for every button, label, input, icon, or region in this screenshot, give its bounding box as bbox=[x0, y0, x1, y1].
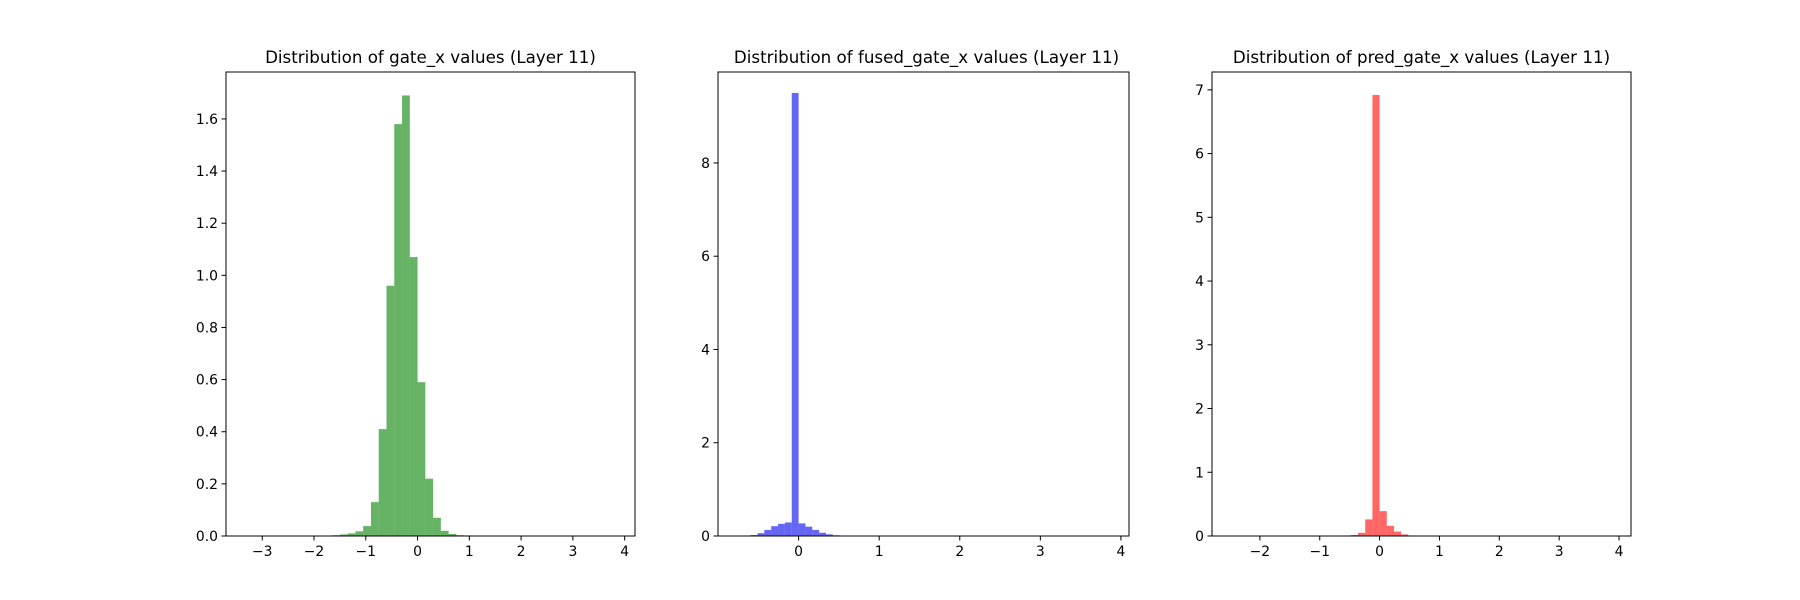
y-tick-label: 6 bbox=[701, 249, 710, 265]
y-tick-label: 0.0 bbox=[196, 529, 218, 545]
y-tick-label: 2 bbox=[701, 436, 710, 452]
x-tick-label: 0 bbox=[794, 544, 803, 560]
histogram-bars bbox=[743, 92, 861, 536]
x-tick-label: 2 bbox=[1495, 544, 1504, 560]
x-tick-label: 4 bbox=[1615, 544, 1624, 560]
axis-ticks: 0 1 2 3 4 0 2 4 6 8 bbox=[701, 156, 1125, 560]
y-tick-label: 0.2 bbox=[196, 477, 218, 493]
plot-frame bbox=[1211, 71, 1632, 537]
y-tick-label: 8 bbox=[701, 156, 710, 172]
y-tick-label: 4 bbox=[1195, 274, 1204, 290]
x-tick-label: 0 bbox=[1375, 544, 1384, 560]
y-tick-label: 0.8 bbox=[196, 320, 218, 336]
histogram-bar bbox=[433, 517, 441, 536]
chart-title: Distribution of fused_gate_x values (Lay… bbox=[734, 47, 1119, 68]
histogram-bar bbox=[778, 523, 785, 536]
histogram-bars bbox=[332, 95, 465, 537]
histogram-bar bbox=[1393, 531, 1402, 536]
histogram-bar bbox=[347, 533, 356, 536]
x-tick-label: −1 bbox=[1310, 544, 1330, 560]
y-tick-label: 6 bbox=[1195, 147, 1204, 163]
y-tick-label: 1.4 bbox=[196, 164, 218, 180]
y-tick-label: 0 bbox=[1195, 529, 1204, 545]
histogram-bar bbox=[378, 429, 387, 536]
x-tick-label: 3 bbox=[1555, 544, 1564, 560]
y-tick-label: 0 bbox=[701, 529, 710, 545]
y-tick-label: 1 bbox=[1195, 465, 1204, 481]
x-tick-label: 2 bbox=[955, 544, 964, 560]
x-tick-label: 1 bbox=[465, 544, 474, 560]
histogram-bars bbox=[1343, 94, 1423, 536]
histogram-bar bbox=[409, 257, 418, 536]
axis-ticks: −3 −2 −1 0 1 2 3 4 0.0 0.2 0.4 0.6 0.8 1.0 1.2 1.4 1.6 bbox=[196, 112, 629, 560]
y-tick-label: 1.0 bbox=[196, 268, 218, 284]
x-tick-label: −2 bbox=[304, 544, 324, 560]
plot-frame bbox=[717, 71, 1130, 537]
plot-frame bbox=[225, 71, 636, 537]
x-tick-label: 4 bbox=[1117, 544, 1126, 560]
histogram-bar bbox=[819, 532, 826, 536]
histogram-bar bbox=[825, 534, 833, 536]
y-tick-label: 2 bbox=[1195, 402, 1204, 418]
x-tick-label: 3 bbox=[1036, 544, 1045, 560]
x-tick-label: −1 bbox=[356, 544, 376, 560]
subplot-pred-gate-x: Distribution of pred_gate_x values (Laye… bbox=[1195, 47, 1632, 560]
histogram-bar bbox=[1372, 94, 1380, 536]
histogram-bar bbox=[440, 530, 449, 536]
histogram-bar bbox=[1386, 525, 1394, 536]
x-tick-label: −3 bbox=[252, 544, 272, 560]
histogram-bar bbox=[798, 523, 806, 536]
histogram-bar bbox=[402, 95, 410, 537]
histogram-bar bbox=[363, 526, 371, 536]
histogram-bar bbox=[370, 502, 379, 536]
histogram-bar bbox=[757, 533, 765, 536]
y-tick-label: 0.4 bbox=[196, 425, 218, 441]
histogram-bar bbox=[394, 124, 403, 536]
histogram-bar bbox=[805, 526, 813, 536]
y-tick-label: 7 bbox=[1195, 83, 1204, 99]
y-tick-label: 1.2 bbox=[196, 216, 218, 232]
subplot-gate-x: Distribution of gate_x values (Layer 11)… bbox=[196, 47, 636, 560]
histogram-bar bbox=[1401, 534, 1409, 536]
x-tick-label: 2 bbox=[517, 544, 526, 560]
histogram-bar bbox=[339, 534, 348, 536]
histogram-bar bbox=[417, 382, 426, 536]
histogram-bar bbox=[812, 529, 820, 536]
histogram-bar bbox=[771, 526, 779, 536]
histogram-bar bbox=[1379, 511, 1387, 536]
histogram-bar bbox=[425, 478, 434, 536]
histogram-bar bbox=[448, 533, 457, 536]
y-tick-label: 3 bbox=[1195, 338, 1204, 354]
histogram-bar bbox=[784, 522, 792, 536]
x-tick-label: 1 bbox=[875, 544, 884, 560]
x-tick-label: 0 bbox=[413, 544, 422, 560]
x-tick-label: −2 bbox=[1250, 544, 1270, 560]
histogram-bar bbox=[791, 92, 799, 536]
x-tick-label: 4 bbox=[620, 544, 629, 560]
chart-title: Distribution of gate_x values (Layer 11) bbox=[265, 47, 596, 68]
axis-ticks: −2 −1 0 1 2 3 4 0 1 2 3 4 5 6 7 bbox=[1195, 83, 1623, 560]
y-tick-label: 4 bbox=[701, 342, 710, 358]
chart-title: Distribution of pred_gate_x values (Laye… bbox=[1233, 47, 1610, 68]
histogram-bar bbox=[386, 285, 395, 536]
y-tick-label: 0.6 bbox=[196, 373, 218, 389]
x-tick-label: 1 bbox=[1435, 544, 1444, 560]
x-tick-label: 3 bbox=[568, 544, 577, 560]
y-tick-label: 5 bbox=[1195, 210, 1204, 226]
histogram-bar bbox=[764, 529, 772, 536]
y-tick-label: 1.6 bbox=[196, 112, 218, 128]
histogram-bar bbox=[1365, 519, 1373, 536]
histogram-bar bbox=[355, 531, 364, 536]
histogram-bar bbox=[1358, 532, 1366, 536]
subplot-fused-gate-x: Distribution of fused_gate_x values (Lay… bbox=[701, 47, 1130, 560]
